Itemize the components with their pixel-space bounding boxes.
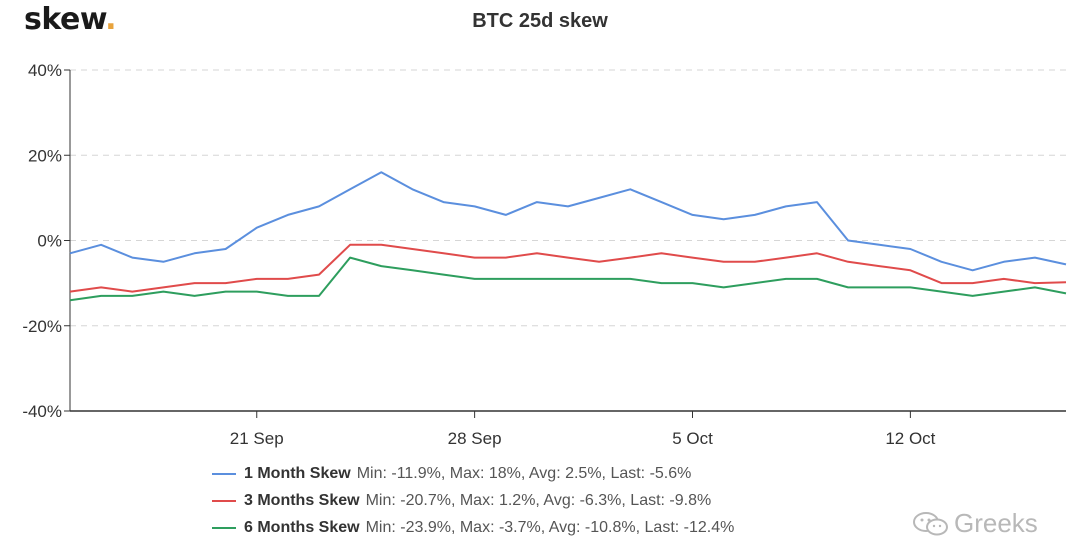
legend-swatch-6m xyxy=(212,526,236,529)
x-tick-label: 12 Oct xyxy=(885,429,935,448)
legend-series-name: 6 Months Skew xyxy=(244,518,360,536)
legend-series-stats: Min: -11.9%, Max: 18%, Avg: 2.5%, Last: … xyxy=(356,464,692,482)
legend-item-6m[interactable]: 6 Months Skew Min: -23.9%, Max: -3.7%, A… xyxy=(212,514,734,541)
y-tick-label: -20% xyxy=(22,317,62,336)
skew-logo: skew. xyxy=(24,2,117,37)
legend-item-3m[interactable]: 3 Months Skew Min: -20.7%, Max: 1.2%, Av… xyxy=(212,487,734,514)
series-line-1 xyxy=(69,171,1067,272)
chart-legend: 1 Month Skew Min: -11.9%, Max: 18%, Avg:… xyxy=(212,460,734,541)
legend-series-name: 1 Month Skew xyxy=(244,464,351,482)
chart-title: BTC 25d skew xyxy=(472,10,608,32)
legend-item-1m[interactable]: 1 Month Skew Min: -11.9%, Max: 18%, Avg:… xyxy=(212,460,734,487)
legend-series-stats: Min: -20.7%, Max: 1.2%, Avg: -6.3%, Last… xyxy=(365,491,712,509)
legend-series-name: 3 Months Skew xyxy=(244,491,360,509)
watermark-text: Greeks xyxy=(954,508,1038,538)
logo-text: skew xyxy=(24,2,106,37)
y-tick-label: 20% xyxy=(28,146,62,165)
y-tick-label: 0% xyxy=(37,232,62,251)
legend-series-stats: Min: -23.9%, Max: -3.7%, Avg: -10.8%, La… xyxy=(365,518,735,536)
y-tick-label: -40% xyxy=(22,402,62,421)
y-tick-label: 40% xyxy=(28,61,62,80)
x-tick-label: 28 Sep xyxy=(448,429,502,448)
legend-swatch-1m xyxy=(212,472,236,475)
logo-dot: . xyxy=(105,2,117,37)
x-tick-label: 5 Oct xyxy=(672,429,713,448)
wechat-icon xyxy=(913,511,948,535)
x-tick-label: 21 Sep xyxy=(230,429,284,448)
series-line-3 xyxy=(69,256,1067,302)
legend-swatch-3m xyxy=(212,499,236,502)
series-line-2 xyxy=(69,243,1067,293)
greeks-watermark: Greeks xyxy=(912,508,1038,539)
